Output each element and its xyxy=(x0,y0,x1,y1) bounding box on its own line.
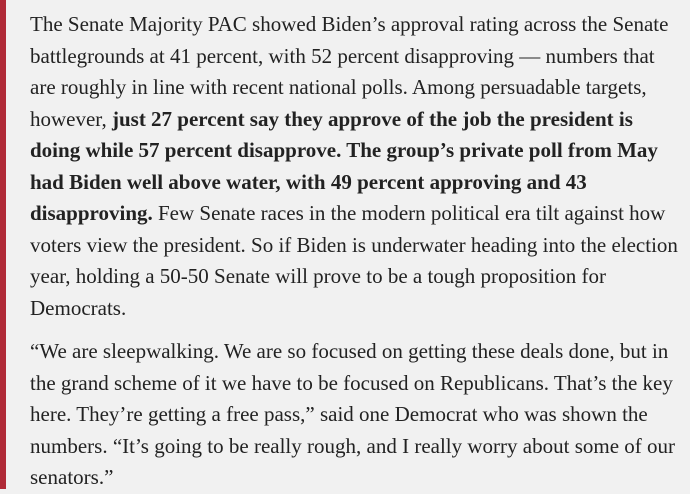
quote-text: “We are sleepwalking. We are so focused … xyxy=(30,339,676,489)
paragraph-approval-poll: The Senate Majority PAC showed Biden’s a… xyxy=(30,9,682,324)
paragraph-democrat-quote: “We are sleepwalking. We are so focused … xyxy=(30,336,682,494)
paragraph-text: The Senate Majority PAC showed Biden’s a… xyxy=(30,12,669,131)
article-excerpt: The Senate Majority PAC showed Biden’s a… xyxy=(30,9,682,494)
bold-emphasis-text: just 27 percent say they approve of the … xyxy=(30,106,658,226)
paragraph-text: Few Senate races in the modern political… xyxy=(30,201,678,320)
blockquote-accent-bar xyxy=(0,0,6,489)
